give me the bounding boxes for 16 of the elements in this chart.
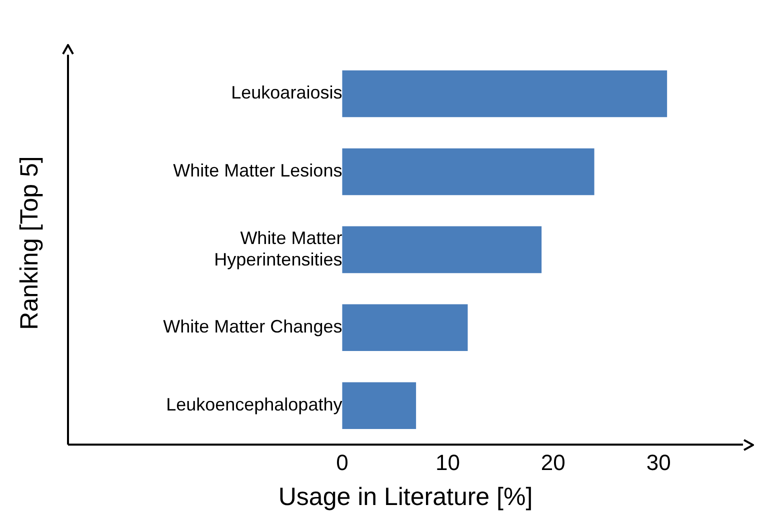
bar xyxy=(342,148,594,196)
y-tick-label: White Matter Changes xyxy=(163,316,342,337)
x-tick-label: 20 xyxy=(540,450,566,475)
bar xyxy=(342,226,542,274)
x-tick-label: 30 xyxy=(646,450,671,475)
y-tick-label: White Matter Lesions xyxy=(173,160,342,181)
x-axis-title: Usage in Literature [%] xyxy=(278,482,533,511)
y-axis-title: Ranking [Top 5] xyxy=(16,156,44,330)
y-tick-label: White Matter Hyperintensities xyxy=(214,228,342,270)
y-tick-label: Leukoencephalopathy xyxy=(166,394,342,415)
bar xyxy=(342,382,416,430)
bar xyxy=(342,304,468,352)
x-tick-label: 10 xyxy=(435,450,460,475)
x-tick-label: 0 xyxy=(336,450,348,475)
y-tick-label: Leukoaraiosis xyxy=(231,82,342,103)
bar xyxy=(342,70,668,118)
